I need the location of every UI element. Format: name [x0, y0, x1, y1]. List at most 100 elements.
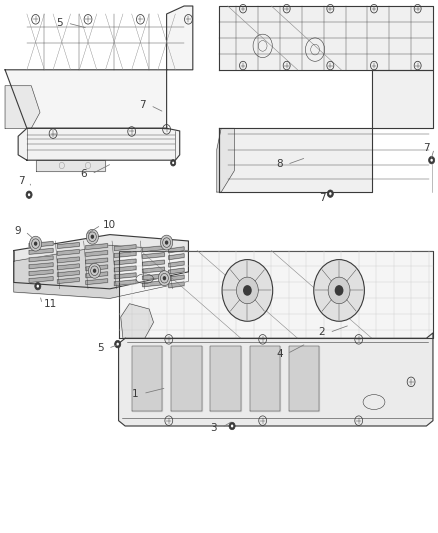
Circle shape [28, 193, 30, 196]
Text: 5: 5 [97, 343, 103, 353]
Polygon shape [57, 249, 79, 255]
Circle shape [165, 240, 168, 245]
Polygon shape [143, 260, 164, 266]
Polygon shape [86, 279, 108, 285]
Text: 8: 8 [276, 159, 283, 169]
Polygon shape [119, 333, 433, 426]
Polygon shape [114, 259, 136, 265]
Polygon shape [219, 6, 433, 70]
Polygon shape [86, 258, 108, 264]
Polygon shape [210, 346, 241, 411]
Polygon shape [29, 256, 53, 262]
Text: 11: 11 [43, 299, 57, 309]
Circle shape [117, 343, 119, 345]
Circle shape [160, 235, 173, 250]
Polygon shape [29, 277, 53, 282]
Polygon shape [57, 257, 79, 263]
Circle shape [170, 160, 176, 166]
Circle shape [115, 341, 121, 348]
Circle shape [91, 235, 94, 239]
Text: 10: 10 [102, 220, 116, 230]
Circle shape [93, 269, 96, 273]
Polygon shape [169, 268, 184, 274]
Polygon shape [143, 281, 164, 287]
Circle shape [37, 285, 39, 288]
Polygon shape [219, 70, 433, 192]
Polygon shape [5, 6, 193, 128]
Text: 4: 4 [276, 349, 283, 359]
Polygon shape [132, 346, 162, 411]
Polygon shape [143, 246, 164, 252]
Polygon shape [169, 282, 184, 288]
Text: 3: 3 [210, 423, 217, 433]
Polygon shape [169, 254, 184, 260]
Circle shape [327, 190, 333, 197]
Polygon shape [29, 248, 53, 254]
Circle shape [237, 277, 258, 304]
Polygon shape [169, 247, 184, 253]
Circle shape [229, 422, 235, 430]
Polygon shape [29, 263, 53, 269]
Polygon shape [119, 251, 433, 338]
Polygon shape [143, 274, 164, 280]
Polygon shape [57, 278, 79, 284]
Polygon shape [217, 128, 234, 192]
Polygon shape [171, 346, 201, 411]
Polygon shape [14, 245, 188, 298]
Circle shape [88, 263, 101, 278]
Circle shape [86, 229, 99, 244]
Polygon shape [114, 245, 136, 251]
Polygon shape [121, 304, 153, 338]
Polygon shape [57, 271, 79, 277]
Polygon shape [86, 272, 108, 278]
Text: 9: 9 [14, 227, 21, 237]
Circle shape [329, 192, 332, 195]
Circle shape [231, 424, 233, 427]
Polygon shape [86, 265, 108, 271]
Polygon shape [114, 280, 136, 286]
Polygon shape [57, 264, 79, 270]
Polygon shape [29, 241, 53, 247]
Polygon shape [57, 243, 79, 248]
Polygon shape [5, 86, 40, 128]
Text: 7: 7 [139, 100, 146, 110]
Text: 6: 6 [80, 169, 87, 179]
Polygon shape [289, 346, 319, 411]
Circle shape [26, 191, 32, 198]
Bar [1, 6, 201, 203]
Polygon shape [143, 267, 164, 273]
Circle shape [335, 285, 343, 296]
Polygon shape [114, 266, 136, 272]
Circle shape [34, 241, 37, 246]
Polygon shape [14, 235, 188, 289]
Text: 1: 1 [132, 389, 138, 399]
Polygon shape [86, 244, 108, 249]
Bar [110, 330, 437, 527]
Text: 2: 2 [318, 327, 325, 337]
Bar [1, 213, 210, 346]
Text: 7: 7 [423, 143, 430, 154]
Circle shape [162, 276, 166, 280]
Circle shape [431, 159, 433, 161]
Text: 5: 5 [57, 18, 63, 28]
Text: 7: 7 [320, 193, 326, 204]
Circle shape [314, 260, 364, 321]
Text: 7: 7 [18, 176, 25, 187]
Bar [215, 6, 437, 203]
Circle shape [428, 157, 434, 164]
Polygon shape [143, 253, 164, 259]
Polygon shape [29, 270, 53, 276]
Circle shape [243, 285, 252, 296]
Circle shape [29, 236, 42, 251]
Circle shape [222, 260, 273, 321]
Polygon shape [114, 252, 136, 257]
Polygon shape [250, 346, 280, 411]
Circle shape [158, 271, 170, 286]
Polygon shape [35, 160, 106, 171]
Polygon shape [169, 261, 184, 267]
Circle shape [35, 282, 41, 290]
Polygon shape [86, 251, 108, 256]
Circle shape [172, 161, 174, 164]
Polygon shape [114, 273, 136, 279]
Circle shape [328, 277, 350, 304]
